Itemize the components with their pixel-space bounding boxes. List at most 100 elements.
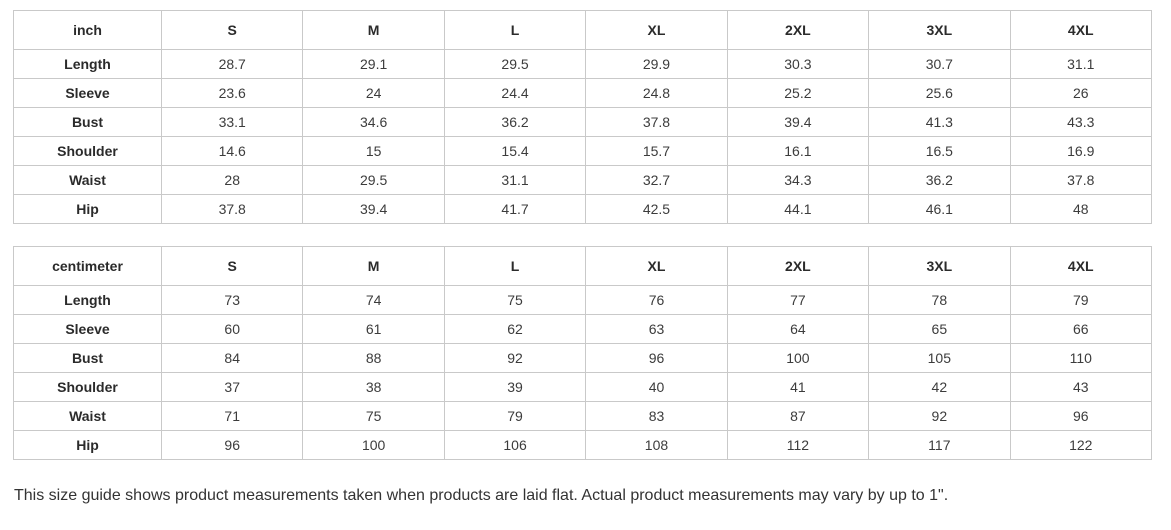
measurement-row-waist: Waist 28 29.5 31.1 32.7 34.3 36.2 37.8	[13, 165, 1153, 195]
measurement-value: 117	[868, 430, 1011, 460]
measurement-value: 62	[443, 314, 587, 344]
measurement-value: 122	[1009, 430, 1153, 460]
measurement-value: 61	[302, 314, 445, 344]
measurement-value: 31.1	[1009, 49, 1153, 79]
measurement-value: 42.5	[585, 194, 728, 224]
measurement-label: Hip	[13, 194, 162, 224]
measurement-value: 77	[726, 285, 870, 315]
measurement-value: 96	[160, 430, 304, 460]
measurement-value: 39.4	[726, 107, 870, 137]
measurement-value: 38	[302, 372, 445, 402]
measurement-row-length: Length 73 74 75 76 77 78 79	[13, 285, 1153, 315]
measurement-value: 75	[302, 401, 445, 431]
measurement-label: Length	[13, 285, 162, 315]
measurement-value: 83	[585, 401, 728, 431]
size-column-header-3xl: 3XL	[868, 246, 1011, 286]
measurement-value: 48	[1009, 194, 1153, 224]
measurement-value: 43	[1009, 372, 1153, 402]
measurement-value: 39	[443, 372, 587, 402]
measurement-value: 76	[585, 285, 728, 315]
size-column-header-m: M	[302, 246, 445, 286]
measurement-value: 37.8	[160, 194, 304, 224]
measurement-value: 23.6	[160, 78, 304, 108]
measurement-value: 28.7	[160, 49, 304, 79]
unit-header-cell: centimeter	[13, 246, 162, 286]
measurement-row-waist: Waist 71 75 79 83 87 92 96	[13, 401, 1153, 431]
size-table-header-row: centimeter S M L XL 2XL 3XL 4XL	[13, 246, 1153, 286]
measurement-value: 92	[868, 401, 1011, 431]
measurement-row-bust: Bust 84 88 92 96 100 105 110	[13, 343, 1153, 373]
measurement-value: 100	[302, 430, 445, 460]
measurement-value: 79	[443, 401, 587, 431]
measurement-value: 30.3	[726, 49, 870, 79]
measurement-value: 106	[443, 430, 587, 460]
measurement-value: 34.6	[302, 107, 445, 137]
size-column-header-s: S	[160, 10, 304, 50]
measurement-label: Bust	[13, 107, 162, 137]
measurement-row-hip: Hip 96 100 106 108 112 117 122	[13, 430, 1153, 460]
measurement-label: Waist	[13, 165, 162, 195]
measurement-value: 14.6	[160, 136, 304, 166]
measurement-value: 25.2	[726, 78, 870, 108]
measurement-value: 24	[302, 78, 445, 108]
measurement-value: 37.8	[1009, 165, 1153, 195]
measurement-value: 110	[1009, 343, 1153, 373]
size-column-header-4xl: 4XL	[1009, 10, 1153, 50]
size-guide-note: This size guide shows product measuremen…	[14, 487, 949, 504]
measurement-value: 108	[585, 430, 728, 460]
measurement-value: 25.6	[868, 78, 1011, 108]
measurement-row-shoulder: Shoulder 14.6 15 15.4 15.7 16.1 16.5 16.9	[13, 136, 1153, 166]
measurement-value: 37	[160, 372, 304, 402]
measurement-value: 16.5	[868, 136, 1011, 166]
measurement-label: Bust	[13, 343, 162, 373]
size-column-header-l: L	[443, 246, 587, 286]
measurement-value: 29.5	[302, 165, 445, 195]
size-tables: inch S M L XL 2XL 3XL 4XL Length 28.7 29.1 29.5 29.9…	[13, 10, 1157, 460]
measurement-value: 105	[868, 343, 1011, 373]
measurement-value: 100	[726, 343, 870, 373]
measurement-label: Sleeve	[13, 78, 162, 108]
measurement-value: 34.3	[726, 165, 870, 195]
measurement-value: 71	[160, 401, 304, 431]
size-table-inch: inch S M L XL 2XL 3XL 4XL Length 28.7 29.1 29.5 29.9…	[13, 10, 1153, 224]
size-column-header-4xl: 4XL	[1009, 246, 1153, 286]
measurement-value: 46.1	[868, 194, 1011, 224]
measurement-value: 32.7	[585, 165, 728, 195]
measurement-row-bust: Bust 33.1 34.6 36.2 37.8 39.4 41.3 43.3	[13, 107, 1153, 137]
measurement-value: 33.1	[160, 107, 304, 137]
measurement-value: 31.1	[443, 165, 587, 195]
measurement-value: 16.1	[726, 136, 870, 166]
measurement-value: 40	[585, 372, 728, 402]
measurement-value: 65	[868, 314, 1011, 344]
measurement-value: 60	[160, 314, 304, 344]
measurement-value: 92	[443, 343, 587, 373]
size-column-header-2xl: 2XL	[726, 246, 870, 286]
size-table-header-row: inch S M L XL 2XL 3XL 4XL	[13, 10, 1153, 50]
measurement-label: Shoulder	[13, 136, 162, 166]
measurement-value: 16.9	[1009, 136, 1153, 166]
size-table-centimeter: centimeter S M L XL 2XL 3XL 4XL Length 73 74 75 76 77…	[13, 246, 1153, 460]
measurement-value: 24.4	[443, 78, 587, 108]
size-column-header-m: M	[302, 10, 445, 50]
measurement-value: 84	[160, 343, 304, 373]
measurement-value: 15.4	[443, 136, 587, 166]
measurement-value: 75	[443, 285, 587, 315]
measurement-value: 44.1	[726, 194, 870, 224]
measurement-label: Length	[13, 49, 162, 79]
size-column-header-xl: XL	[585, 246, 728, 286]
measurement-value: 30.7	[868, 49, 1011, 79]
measurement-label: Sleeve	[13, 314, 162, 344]
measurement-row-length: Length 28.7 29.1 29.5 29.9 30.3 30.7 31.1	[13, 49, 1153, 79]
measurement-value: 29.1	[302, 49, 445, 79]
measurement-value: 36.2	[443, 107, 587, 137]
measurement-label: Shoulder	[13, 372, 162, 402]
measurement-value: 73	[160, 285, 304, 315]
measurement-value: 41.7	[443, 194, 587, 224]
measurement-row-sleeve: Sleeve 23.6 24 24.4 24.8 25.2 25.6 26	[13, 78, 1153, 108]
measurement-value: 41.3	[868, 107, 1011, 137]
measurement-label: Hip	[13, 430, 162, 460]
measurement-value: 36.2	[868, 165, 1011, 195]
measurement-value: 29.9	[585, 49, 728, 79]
measurement-value: 64	[726, 314, 870, 344]
